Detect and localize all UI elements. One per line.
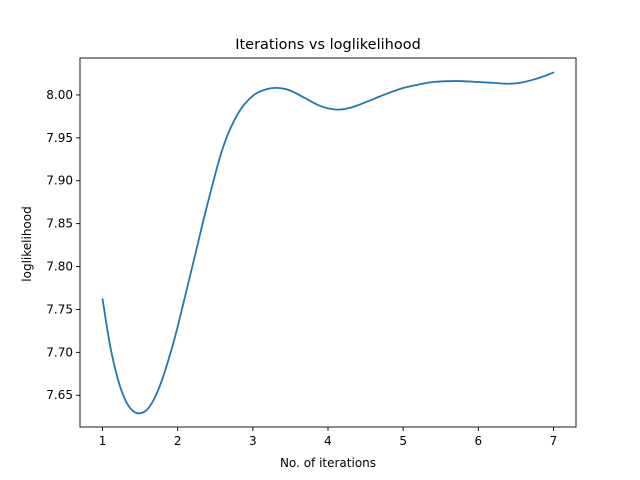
- x-tick-label: 6: [474, 434, 482, 448]
- y-tick-label: 7.80: [46, 260, 73, 274]
- x-tick-label: 3: [249, 434, 257, 448]
- y-axis-label: loglikelihood: [20, 206, 34, 281]
- plot-frame: [79, 57, 577, 428]
- y-tick-label: 7.75: [46, 302, 73, 316]
- x-tick-label: 4: [324, 434, 332, 448]
- y-tick-label: 7.95: [46, 131, 73, 145]
- y-tick-label: 7.65: [46, 388, 73, 402]
- x-axis: 1 2 3 4 5 6 7: [99, 427, 558, 448]
- x-tick-label: 1: [99, 434, 107, 448]
- x-axis-label: No. of iterations: [280, 456, 376, 470]
- y-tick-label: 8.00: [46, 88, 73, 102]
- y-tick-label: 7.85: [46, 217, 73, 231]
- chart-title: Iterations vs loglikelihood: [235, 37, 421, 53]
- x-tick-label: 2: [174, 434, 182, 448]
- y-tick-label: 7.70: [46, 345, 73, 359]
- x-tick-label: 5: [399, 434, 407, 448]
- x-tick-label: 7: [550, 434, 558, 448]
- plot-area: 7.65 7.70 7.75 7.80 7.85 7.90 7.95 8.00 1 2 3 4 5 6 7: [46, 57, 577, 448]
- series-line: [101, 71, 555, 415]
- y-tick-label: 7.90: [46, 174, 73, 188]
- y-axis: 7.65 7.70 7.75 7.80 7.85 7.90 7.95 8.00: [46, 88, 80, 402]
